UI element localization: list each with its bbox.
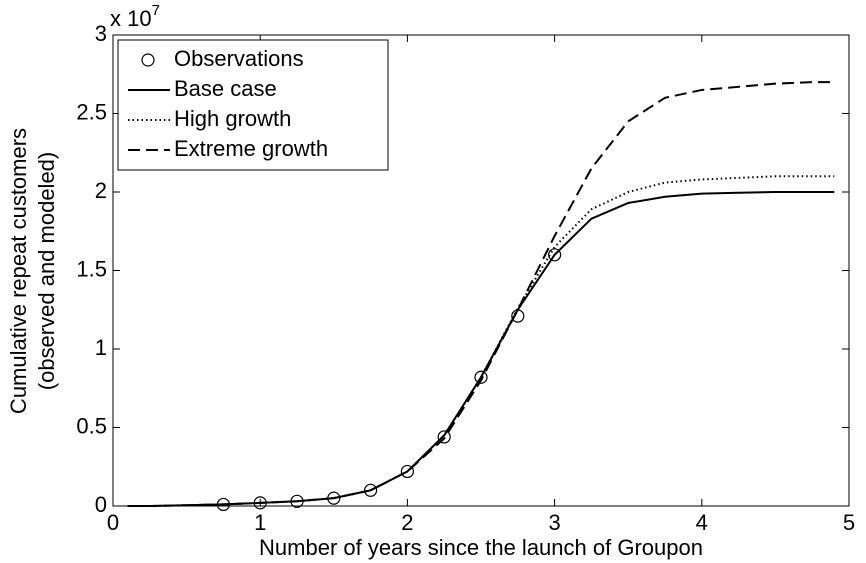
x-tick-label: 5	[843, 510, 855, 535]
x-tick-label: 4	[696, 510, 708, 535]
series-line	[127, 81, 835, 507]
legend-label: High growth	[174, 106, 291, 131]
y-tick-label: 1.5	[76, 256, 107, 281]
x-tick-label: 2	[401, 510, 413, 535]
legend-label: Observations	[174, 46, 304, 71]
legend-label: Base case	[174, 76, 277, 101]
y-multiplier: x 107	[110, 2, 160, 31]
multiplier-exponent: 7	[152, 2, 160, 19]
observation-marker	[474, 370, 488, 384]
multiplier-base: x 10	[110, 6, 152, 31]
y-tick-label: 0.5	[76, 413, 107, 438]
observation-marker	[437, 430, 451, 444]
legend-box	[117, 39, 389, 171]
y-tick-label: 1	[95, 335, 107, 360]
x-tick-label: 0	[107, 510, 119, 535]
observation-marker	[400, 464, 414, 479]
y-tick-label: 2.5	[76, 99, 107, 124]
series-line	[127, 175, 835, 507]
series-line	[127, 191, 835, 507]
y-axis-label: (observed and modeled)	[34, 152, 59, 390]
x-axis-label: Number of years since the launch of Grou…	[259, 535, 703, 560]
y-tick-label: 0	[95, 492, 107, 517]
y-tick-label: 2	[95, 178, 107, 203]
x-tick-label: 1	[254, 510, 266, 535]
y-axis-label: Cumulative repeat customers	[6, 128, 31, 414]
legend-label: Extreme growth	[174, 136, 328, 161]
observation-marker	[364, 483, 378, 497]
x-tick-label: 3	[548, 510, 560, 535]
y-tick-label: 3	[95, 21, 107, 46]
legend-marker	[141, 53, 155, 67]
